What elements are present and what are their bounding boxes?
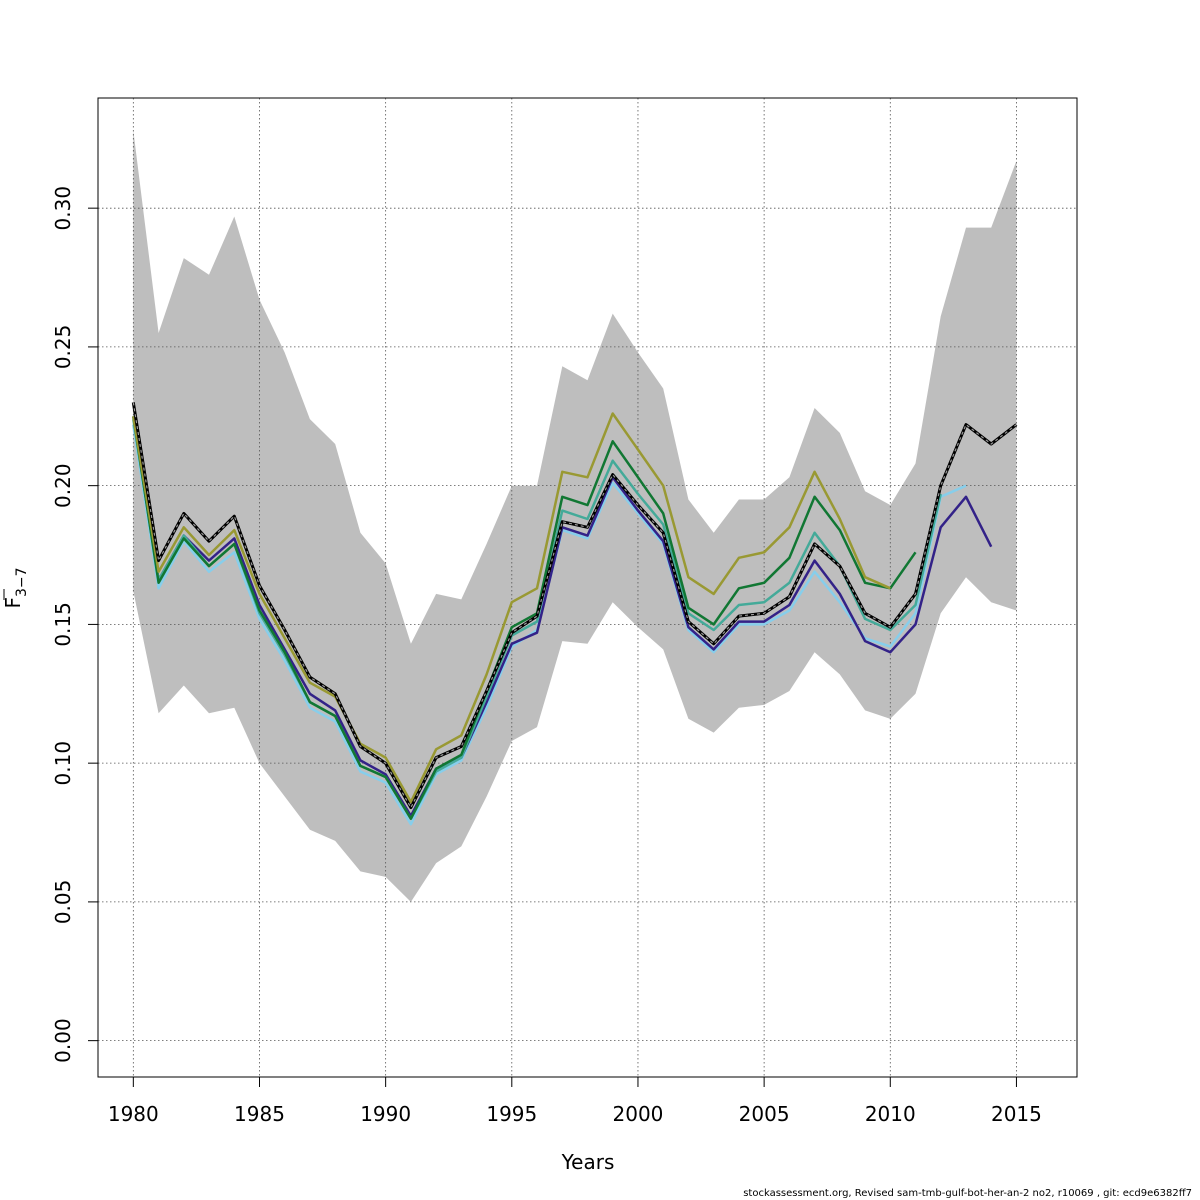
confidence-band [133,130,1017,902]
y-axis: 0.00 0.05 0.10 0.15 0.20 0.25 0.30 [51,186,98,1063]
x-tick-label: 2015 [991,1102,1042,1126]
series-line-4 [132,416,917,820]
y-axis-title-main: F [1,597,25,609]
series-line-5 [132,412,891,804]
y-tick-label: 0.00 [51,1018,75,1063]
y-tick-label: 0.20 [51,463,75,508]
y-axis-title: F3−7 [1,567,30,608]
series-layer [131,402,1018,826]
y-tick-label: 0.05 [51,880,75,925]
confidence-band-layer [133,130,1017,902]
y-tick-label: 0.30 [51,186,75,231]
x-tick-label: 2005 [739,1102,790,1126]
x-axis-title: Years [561,1150,615,1174]
y-tick-label: 0.10 [51,741,75,786]
y-tick-label: 0.25 [51,325,75,370]
footer-credit: stockassessment.org, Revised sam-tmb-gul… [743,1188,1192,1199]
x-tick-label: 1995 [486,1102,537,1126]
y-tick-label: 0.15 [51,602,75,647]
x-tick-label: 1990 [360,1102,411,1126]
x-tick-label: 1985 [234,1102,285,1126]
x-tick-label: 2000 [613,1102,664,1126]
x-tick-label: 2010 [865,1102,916,1126]
estimate-line-dash [132,402,1017,809]
series-line-3 [132,418,942,820]
x-tick-label: 1980 [108,1102,159,1126]
x-axis: 1980 1985 1990 1995 2000 2005 2010 2015 [108,1076,1042,1126]
svg-text:F3−7: F3−7 [1,567,30,608]
y-axis-title-subscript: 3−7 [14,567,30,597]
